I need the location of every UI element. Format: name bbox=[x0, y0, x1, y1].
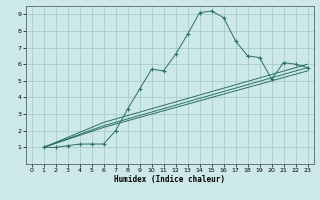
X-axis label: Humidex (Indice chaleur): Humidex (Indice chaleur) bbox=[114, 175, 225, 184]
